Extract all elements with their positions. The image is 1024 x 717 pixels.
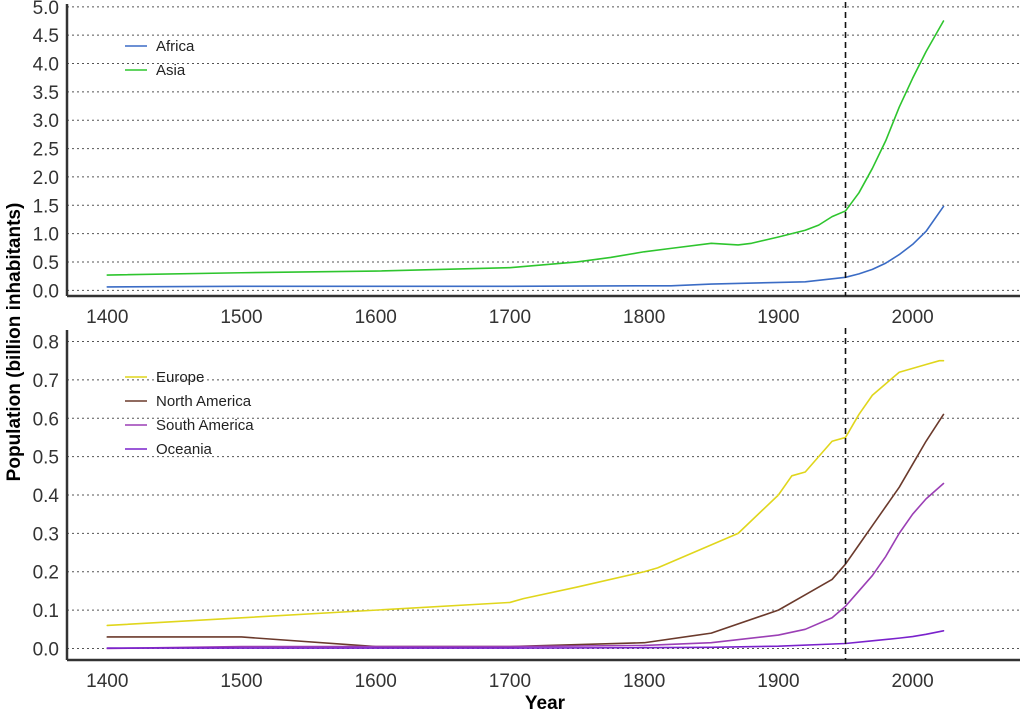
- legend-label: South America: [156, 417, 254, 434]
- x-tick-label: 2000: [891, 671, 933, 692]
- y-tick-label: 4.0: [33, 55, 59, 76]
- x-tick-label: 1500: [220, 671, 262, 692]
- y-tick-label: 4.5: [33, 26, 59, 47]
- x-tick-label: 2000: [891, 307, 933, 328]
- x-tick-label: 1400: [86, 307, 128, 328]
- y-tick-label: 0.1: [33, 601, 59, 622]
- series-line-north-america: [106, 413, 945, 648]
- y-tick-label: 0.4: [33, 486, 60, 507]
- y-tick-label: 0.5: [33, 448, 59, 469]
- top-panel: 0.0 0.5 1.0 1.5 2.0 2.5 3.0 3.5 4.0 4.5 5.0 1400 150…: [33, 0, 1020, 328]
- x-tick-label: 1900: [757, 671, 799, 692]
- x-tick-label: 1800: [623, 671, 665, 692]
- y-tick-label: 5.0: [33, 0, 59, 19]
- x-tick-label: 1700: [489, 307, 531, 328]
- y-tick-label: 0.5: [33, 253, 59, 274]
- y-tick-label: 0.0: [33, 281, 59, 302]
- x-tick-label: 1500: [220, 307, 262, 328]
- legend-label: Europe: [156, 369, 204, 386]
- y-tick-label: 0.8: [33, 333, 59, 354]
- legend-label: Africa: [156, 38, 195, 55]
- x-tick-label: 1800: [623, 307, 665, 328]
- series-line-europe: [106, 359, 945, 627]
- legend-label: Asia: [156, 62, 186, 79]
- y-tick-label: 0.2: [33, 563, 59, 584]
- y-tick-label: 2.0: [33, 168, 59, 189]
- series-line-oceania: [106, 630, 945, 649]
- x-tick-label: 1400: [86, 671, 128, 692]
- series-line-asia: [106, 20, 945, 276]
- y-tick-label: 3.0: [33, 111, 59, 132]
- legend-label: North America: [156, 393, 252, 410]
- x-axis-label: Year: [525, 693, 566, 714]
- y-tick-label: 0.6: [33, 409, 59, 430]
- y-tick-label: 1.0: [33, 225, 59, 246]
- y-tick-label: 1.5: [33, 196, 59, 217]
- y-tick-label: 3.5: [33, 83, 59, 104]
- y-axis-label: Population (billion inhabitants): [4, 203, 25, 482]
- x-tick-label: 1600: [355, 671, 397, 692]
- y-tick-label: 0.3: [33, 524, 59, 545]
- x-tick-label: 1600: [355, 307, 397, 328]
- x-tick-label: 1900: [757, 307, 799, 328]
- bottom-panel: 0.0 0.1 0.2 0.3 0.4 0.5 0.6 0.7 0.8 1400 1500 1600 1…: [33, 328, 1020, 692]
- y-tick-label: 2.5: [33, 140, 59, 161]
- series-line-south-america: [106, 482, 945, 650]
- legend-label: Oceania: [156, 441, 213, 458]
- y-tick-label: 0.7: [33, 371, 59, 392]
- series-line-africa: [106, 205, 945, 288]
- x-tick-label: 1700: [489, 671, 531, 692]
- y-tick-label: 0.0: [33, 639, 59, 660]
